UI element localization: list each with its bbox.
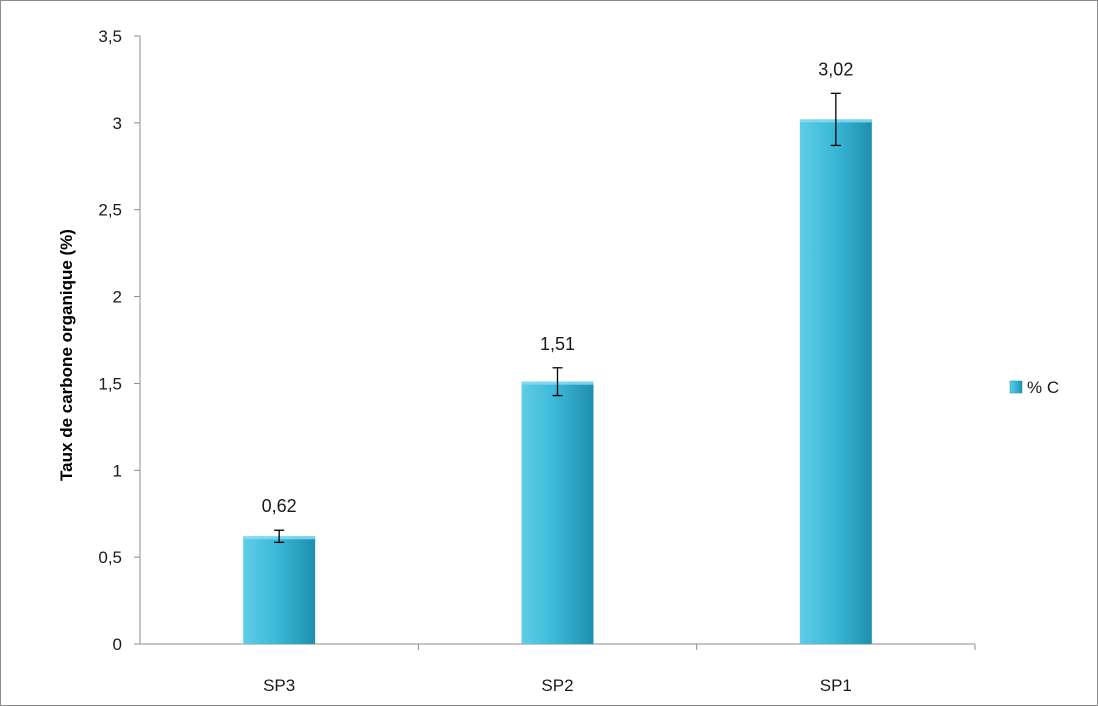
bar	[521, 381, 594, 644]
y-axis-title: Taux de carbone organique (%)	[57, 229, 76, 481]
y-tick-label: 1,5	[98, 374, 122, 393]
y-tick-label: 2	[113, 288, 122, 307]
data-labels: 0,62 1,51 3,02	[262, 59, 854, 516]
y-tick-label: 3	[113, 114, 122, 133]
y-tick-label: 1	[113, 461, 122, 480]
data-label: 3,02	[818, 59, 853, 79]
legend-swatch	[1009, 380, 1023, 394]
bars	[243, 119, 872, 644]
category-labels: SP3 SP2 SP1	[263, 644, 976, 695]
legend-label: % C	[1027, 378, 1059, 397]
y-ticks: 0 0,5 1 1,5 2 2,5 3 3,5	[98, 27, 140, 654]
bar	[243, 536, 316, 644]
data-label: 0,62	[262, 496, 297, 516]
y-tick-label: 0	[113, 635, 122, 654]
data-label: 1,51	[540, 334, 575, 354]
error-bars	[274, 92, 841, 544]
category-label: SP2	[541, 676, 573, 695]
bar	[799, 119, 872, 644]
legend: % C	[1009, 378, 1059, 397]
y-tick-label: 0,5	[98, 548, 122, 567]
y-tick-label: 3,5	[98, 27, 122, 46]
category-label: SP3	[263, 676, 295, 695]
category-label: SP1	[820, 676, 852, 695]
y-tick-label: 2,5	[98, 201, 122, 220]
